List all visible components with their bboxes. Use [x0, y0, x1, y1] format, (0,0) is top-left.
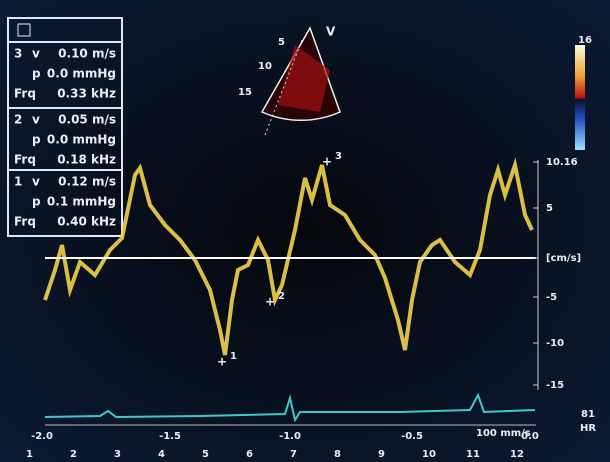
- v-label: v: [32, 113, 40, 127]
- beat-number: 6: [246, 449, 253, 460]
- color-flow: [278, 45, 330, 112]
- y-tick-label: -5: [546, 292, 557, 303]
- measure-panel: [7, 17, 123, 237]
- x-tick-label: -0.5: [401, 431, 423, 442]
- x-tick-label: -1.0: [279, 431, 301, 442]
- x-tick-label: 0.0: [521, 431, 539, 442]
- p-label: p: [32, 195, 41, 209]
- p-value: 0.1 mmHg: [47, 195, 116, 209]
- x-tick-label: -2.0: [31, 431, 53, 442]
- depth-label: 15: [238, 87, 252, 98]
- icon: [17, 23, 31, 37]
- beat-number: 3: [114, 449, 121, 460]
- y-tick-label: -15: [546, 380, 564, 391]
- p-label: p: [32, 67, 41, 81]
- y-tick-label: 10.16: [546, 157, 578, 168]
- frq-value: 0.33 kHz: [57, 87, 116, 101]
- v-value: 0.12 m/s: [58, 175, 116, 189]
- marker-label: 1: [230, 351, 237, 362]
- v-label: v: [32, 47, 40, 61]
- frq-label: Frq: [14, 87, 36, 101]
- marker-cross: +: [322, 155, 332, 169]
- depth-label: 5: [278, 37, 285, 48]
- y-tick-label: [cm/s]: [546, 253, 581, 264]
- y-tick-label: -10: [546, 338, 564, 349]
- hr-value: 81: [581, 409, 595, 420]
- marker-cross: +: [265, 295, 275, 309]
- color-bar: [575, 45, 585, 150]
- p-value: 0.0 mmHg: [47, 133, 116, 147]
- v-value: 0.10 m/s: [58, 47, 116, 61]
- beat-number: 10: [422, 449, 436, 460]
- beat-number: 4: [158, 449, 165, 460]
- scale-top: 16: [578, 35, 592, 46]
- v-value: 0.05 m/s: [58, 113, 116, 127]
- frq-label: Frq: [14, 215, 36, 229]
- beat-number: 12: [510, 449, 524, 460]
- marker-label: 2: [278, 291, 285, 302]
- hr-label: HR: [580, 423, 596, 434]
- y-tick-label: 5: [546, 203, 553, 214]
- x-tick-label: -1.5: [159, 431, 181, 442]
- frq-value: 0.18 kHz: [57, 153, 116, 167]
- beat-number: 8: [334, 449, 341, 460]
- frq-value: 0.40 kHz: [57, 215, 116, 229]
- box-id: 1: [14, 175, 22, 189]
- v-label: v: [32, 175, 40, 189]
- marker-cross: +: [217, 355, 227, 369]
- depth-label: 10: [258, 61, 272, 72]
- cursor-line: [264, 39, 303, 136]
- marker-label: 3: [335, 151, 342, 162]
- beat-number: 7: [290, 449, 297, 460]
- box-id: 2: [14, 113, 22, 127]
- ecg-trace: [44, 392, 536, 423]
- beat-number: 1: [26, 449, 33, 460]
- beat-number: 2: [70, 449, 77, 460]
- mode-label: V: [326, 25, 336, 39]
- sweep-speed: 100 mm/s: [476, 428, 531, 439]
- box-id: 3: [14, 47, 22, 61]
- p-label: p: [32, 133, 41, 147]
- frq-label: Frq: [14, 153, 36, 167]
- beat-number: 11: [466, 449, 480, 460]
- beat-number: 5: [202, 449, 209, 460]
- p-value: 0.0 mmHg: [47, 67, 116, 81]
- beat-number: 9: [378, 449, 385, 460]
